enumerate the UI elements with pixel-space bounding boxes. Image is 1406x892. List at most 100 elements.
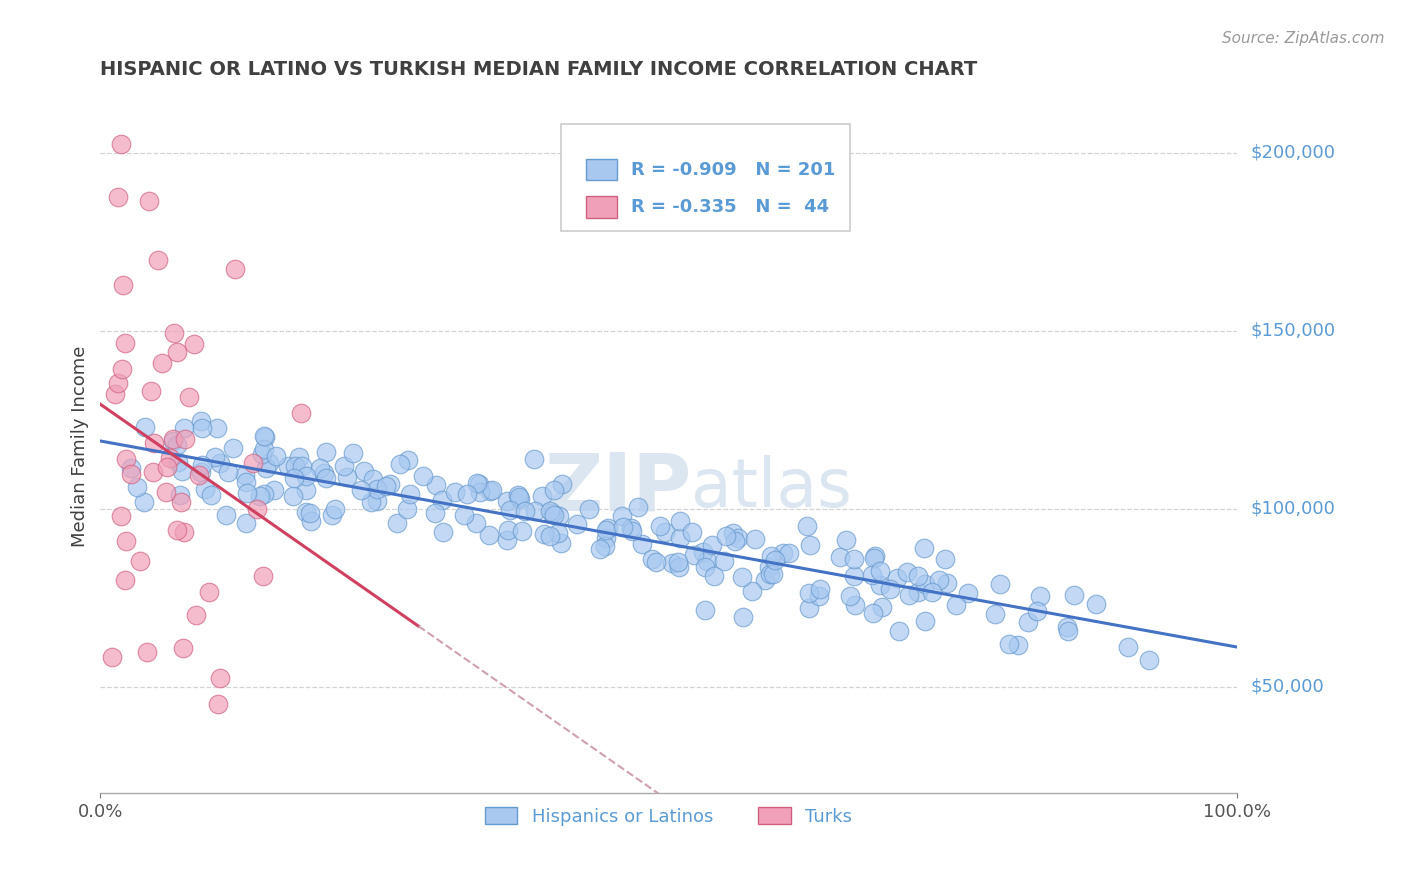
Point: [456, 486, 478, 500]
Point: [477, 527, 499, 541]
Point: [731, 610, 754, 624]
Point: [870, 599, 893, 614]
Point: [1085, 597, 1108, 611]
Point: [860, 568, 883, 582]
Point: [207, 698, 229, 712]
Point: [896, 566, 918, 580]
Point: [1137, 653, 1160, 667]
FancyBboxPatch shape: [561, 124, 851, 231]
Point: [513, 504, 536, 518]
Point: [693, 602, 716, 616]
Point: [912, 541, 935, 555]
Point: [499, 503, 522, 517]
Point: [114, 534, 136, 549]
Point: [425, 478, 447, 492]
Point: [169, 488, 191, 502]
Point: [295, 468, 318, 483]
Point: [253, 486, 276, 500]
Point: [173, 525, 195, 540]
Point: [173, 420, 195, 434]
Point: [538, 529, 561, 543]
Point: [412, 468, 434, 483]
Point: [886, 571, 908, 585]
Point: [186, 607, 208, 622]
Point: [127, 480, 149, 494]
Point: [277, 459, 299, 474]
Y-axis label: Median Family Income: Median Family Income: [72, 346, 89, 547]
Point: [162, 326, 184, 341]
Point: [703, 568, 725, 582]
Point: [759, 549, 782, 563]
Point: [167, 455, 190, 469]
Point: [983, 607, 1005, 622]
Point: [139, 384, 162, 398]
Point: [799, 538, 821, 552]
Point: [465, 475, 488, 490]
Point: [295, 483, 318, 497]
Point: [222, 442, 245, 456]
Point: [1056, 620, 1078, 634]
Point: [430, 493, 453, 508]
Point: [156, 459, 179, 474]
Point: [547, 526, 569, 541]
Point: [550, 536, 572, 550]
Point: [641, 551, 664, 566]
Point: [844, 599, 866, 613]
Point: [159, 450, 181, 465]
Text: HISPANIC OR LATINO VS TURKISH MEDIAN FAMILY INCOME CORRELATION CHART: HISPANIC OR LATINO VS TURKISH MEDIAN FAM…: [100, 60, 977, 78]
Point: [510, 524, 533, 539]
Text: Source: ZipAtlas.com: Source: ZipAtlas.com: [1222, 31, 1385, 46]
Point: [478, 483, 501, 498]
Point: [898, 589, 921, 603]
Point: [464, 516, 486, 531]
Point: [299, 506, 322, 520]
Point: [914, 576, 936, 591]
Point: [111, 278, 134, 293]
Point: [724, 533, 747, 548]
Point: [217, 466, 239, 480]
Point: [654, 524, 676, 539]
Point: [799, 600, 821, 615]
Point: [315, 471, 337, 485]
Point: [644, 555, 666, 569]
Point: [683, 548, 706, 562]
Point: [162, 432, 184, 446]
Point: [797, 586, 820, 600]
Point: [869, 564, 891, 578]
Point: [188, 467, 211, 482]
Point: [353, 464, 375, 478]
Point: [146, 252, 169, 267]
Point: [524, 504, 547, 518]
Point: [565, 516, 588, 531]
Point: [928, 573, 950, 587]
Point: [104, 387, 127, 401]
Point: [1028, 589, 1050, 603]
Point: [380, 476, 402, 491]
Point: [907, 569, 929, 583]
Point: [593, 539, 616, 553]
Point: [945, 599, 967, 613]
Point: [721, 526, 744, 541]
Point: [398, 487, 420, 501]
Point: [506, 488, 529, 502]
Point: [468, 485, 491, 500]
Point: [128, 553, 150, 567]
Point: [170, 464, 193, 478]
Point: [155, 485, 177, 500]
Point: [533, 527, 555, 541]
Point: [668, 514, 690, 528]
Point: [1116, 640, 1139, 654]
Point: [174, 432, 197, 446]
Point: [835, 533, 858, 547]
Point: [772, 546, 794, 560]
Point: [668, 560, 690, 574]
Point: [423, 506, 446, 520]
Point: [315, 445, 337, 459]
Point: [254, 461, 277, 475]
Point: [321, 508, 343, 523]
Point: [879, 582, 901, 596]
Point: [468, 477, 491, 491]
Point: [190, 465, 212, 479]
Point: [166, 345, 188, 359]
Point: [496, 493, 519, 508]
